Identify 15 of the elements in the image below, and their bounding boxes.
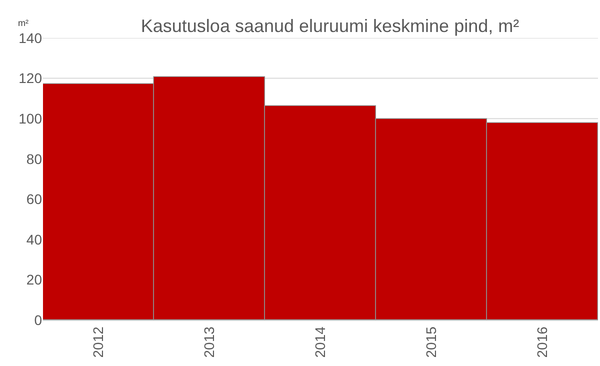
y-tick-label: 140 (18, 30, 42, 46)
y-tick-label: 80 (26, 150, 42, 167)
chart-title: Kasutusloa saanud eluruumi keskmine pind, m² (140, 16, 520, 36)
y-tick-label: 100 (18, 110, 42, 126)
x-tick-label: 2016 (534, 326, 550, 358)
y-tick-label: 40 (26, 231, 42, 248)
x-tick-label: 2014 (312, 326, 328, 358)
x-tick-label: 2013 (201, 326, 218, 358)
x-tick-label: 2015 (423, 326, 440, 358)
y-tick-label: 120 (18, 70, 42, 86)
y-tick-label: 20 (26, 272, 42, 288)
y-tick-label: 60 (26, 191, 42, 208)
x-tick-label: 2012 (90, 326, 106, 358)
y-tick-label: 0 (34, 312, 42, 328)
y-axis-title: m² (18, 18, 28, 28)
